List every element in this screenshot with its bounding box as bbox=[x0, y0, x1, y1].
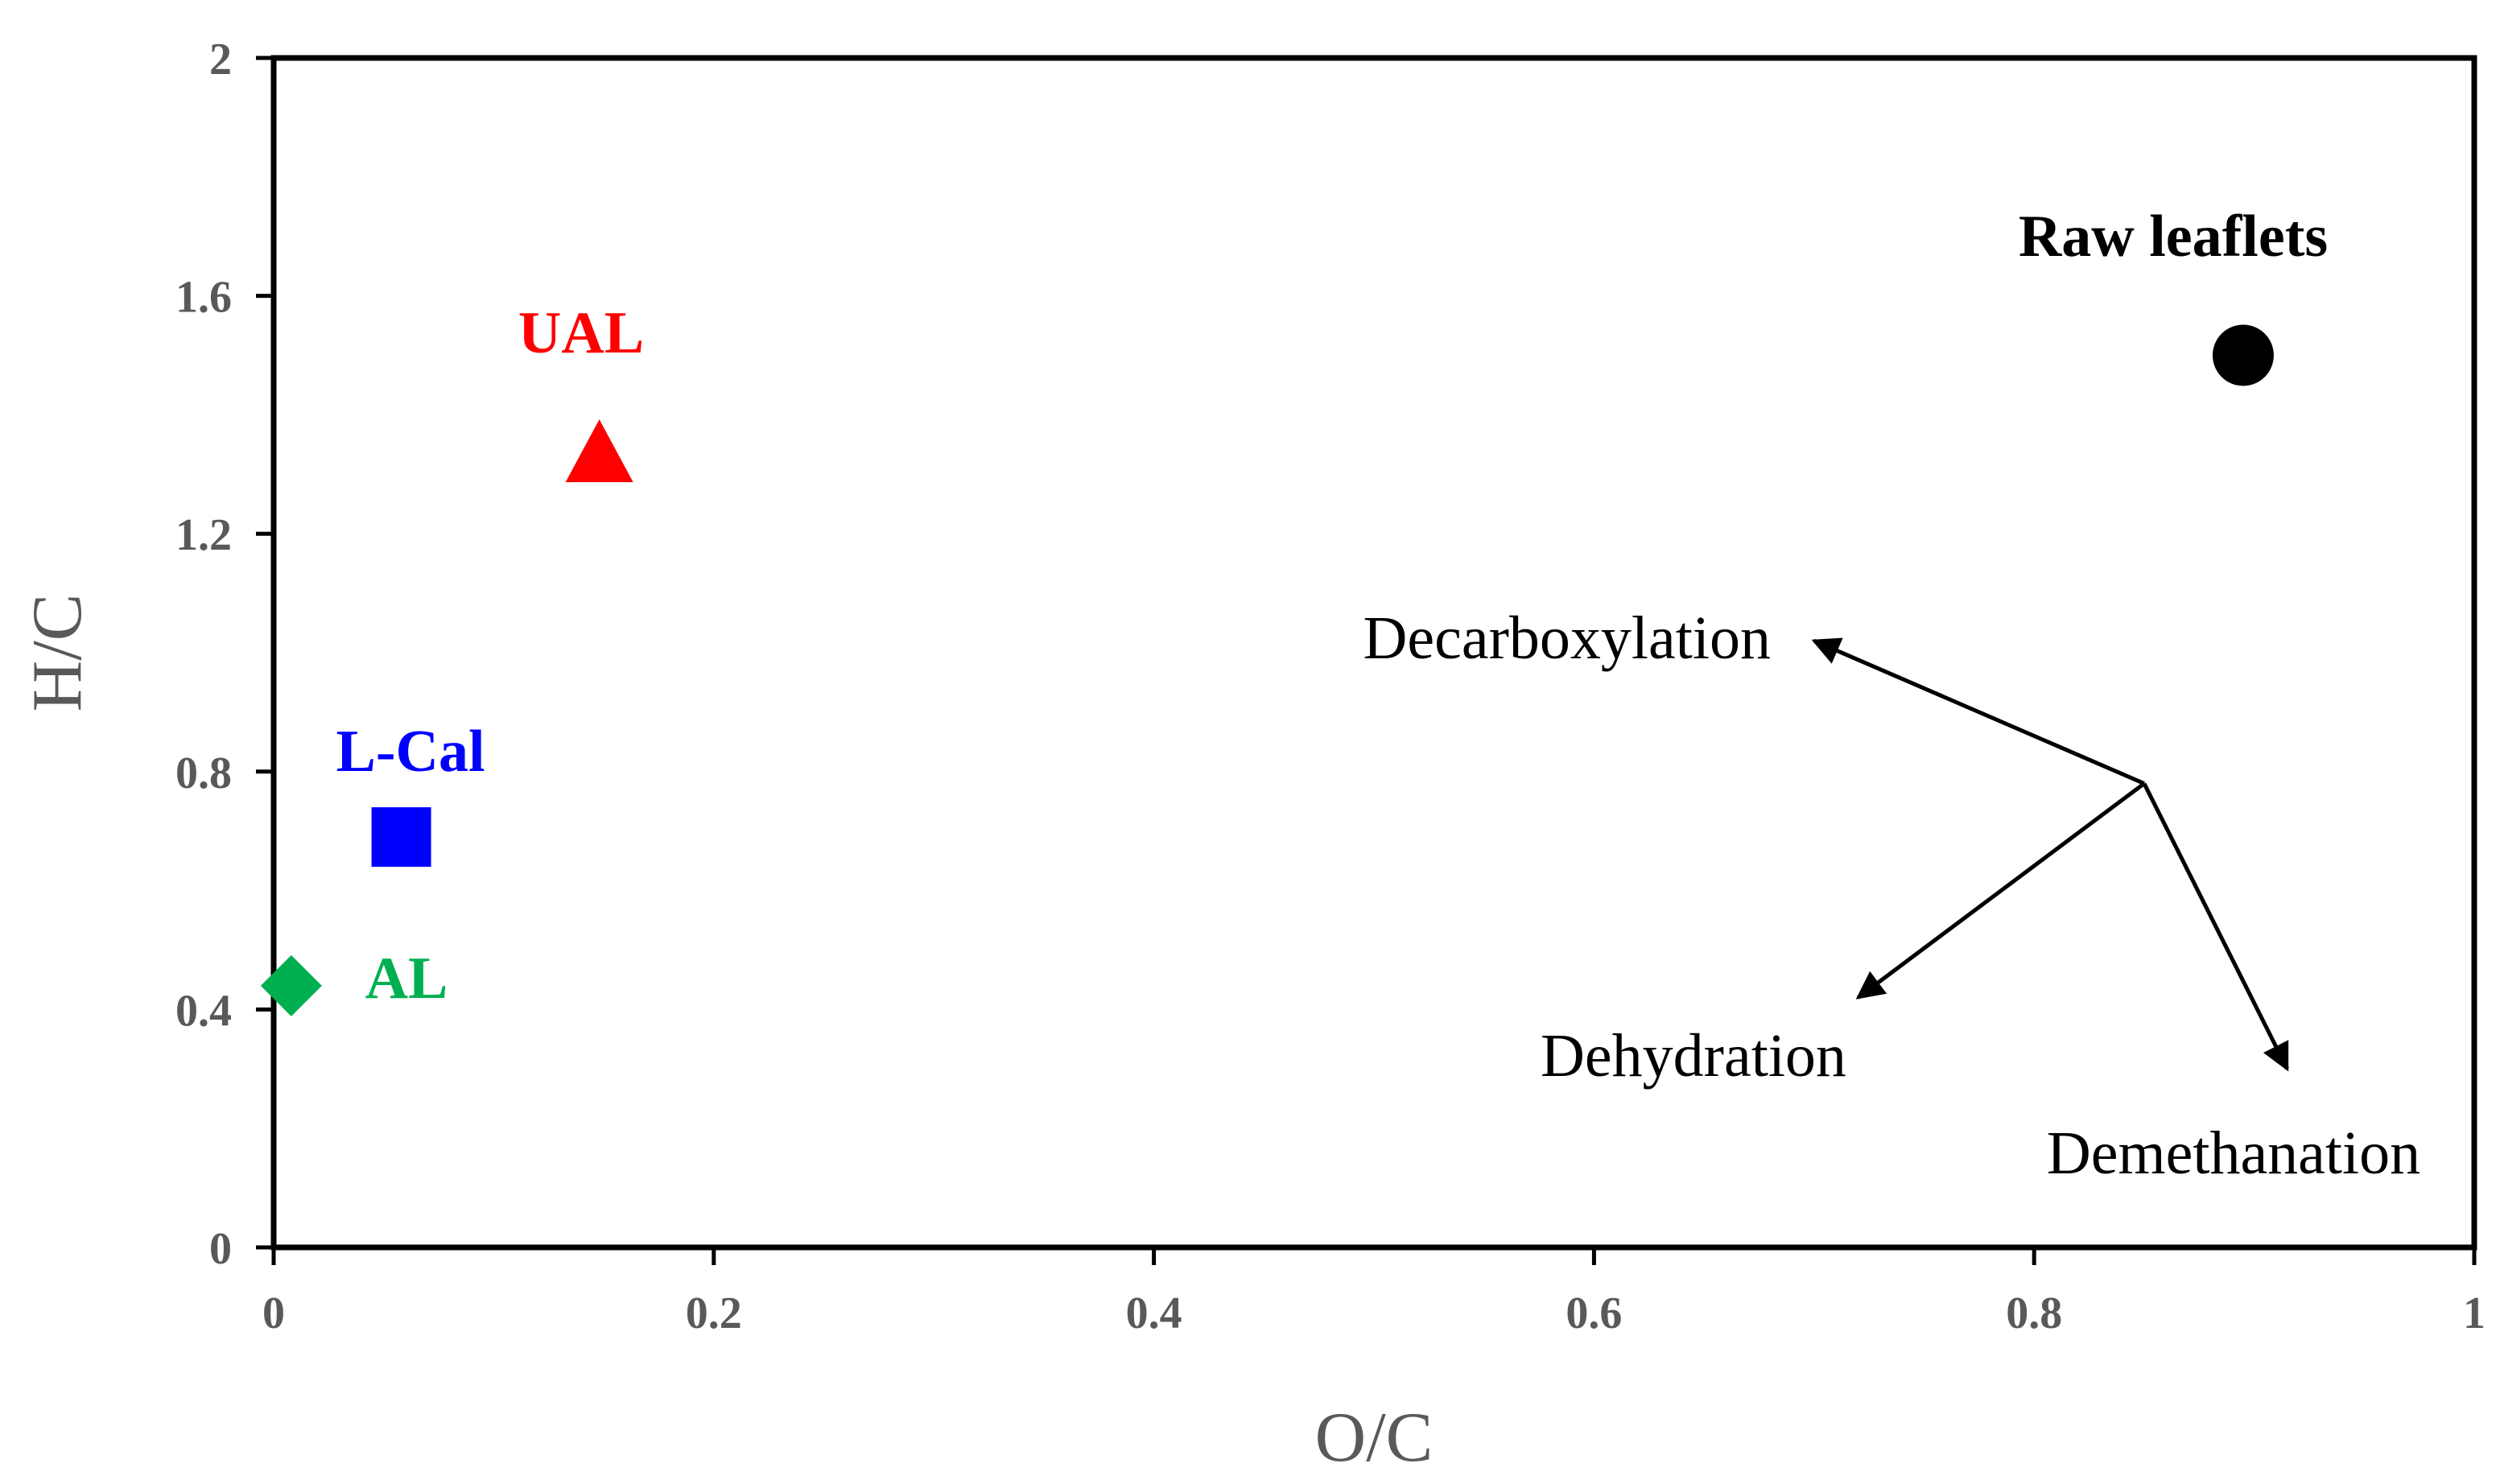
data-points bbox=[260, 324, 2274, 1016]
demethanation-label: Demethanation bbox=[2047, 1119, 2420, 1187]
x-axis-title: O/C bbox=[1315, 1399, 1434, 1477]
point-labels: Raw leaflets UAL L-Cal AL bbox=[336, 204, 2329, 1012]
x-tick-label: 0.4 bbox=[1126, 1288, 1182, 1338]
y-tick-label: 0 bbox=[209, 1224, 232, 1274]
x-tick-label: 0.2 bbox=[686, 1288, 742, 1338]
y-tick-label: 0.8 bbox=[175, 748, 232, 798]
x-axis-ticks: 0 0.2 0.4 0.6 0.8 1 bbox=[262, 1247, 2486, 1338]
y-tick-label: 2 bbox=[209, 35, 232, 85]
demethanation-arrow bbox=[2142, 782, 2289, 1072]
al-label: AL bbox=[365, 946, 448, 1012]
x-tick-label: 0.6 bbox=[1566, 1288, 1622, 1338]
decarboxylation-label: Decarboxylation bbox=[1363, 604, 1771, 672]
x-tick-label: 0 bbox=[262, 1288, 285, 1338]
x-tick-label: 0.8 bbox=[2006, 1288, 2062, 1338]
y-tick-label: 1.6 bbox=[175, 273, 232, 323]
raw-leaflets-label: Raw leaflets bbox=[2019, 204, 2328, 270]
plot-area-frame bbox=[270, 55, 2477, 1251]
y-axis-title: H/C bbox=[19, 594, 97, 712]
raw-leaflets-marker bbox=[2212, 324, 2274, 386]
l-cal-marker bbox=[371, 807, 431, 868]
ual-marker bbox=[565, 419, 633, 483]
y-axis-ticks: 0 0.4 0.8 1.2 1.6 2 bbox=[175, 35, 274, 1274]
y-tick-label: 0.4 bbox=[175, 986, 232, 1036]
x-tick-label: 1 bbox=[2463, 1288, 2486, 1338]
l-cal-label: L-Cal bbox=[336, 719, 485, 785]
dehydration-arrow bbox=[1855, 781, 2146, 1000]
y-tick-label: 1.2 bbox=[175, 510, 232, 560]
ual-label: UAL bbox=[518, 300, 644, 366]
al-marker bbox=[260, 954, 322, 1016]
annotations: Decarboxylation Dehydration Demethanatio… bbox=[1363, 604, 2421, 1187]
decarboxylation-arrow bbox=[1811, 637, 2145, 785]
dehydration-label: Dehydration bbox=[1541, 1022, 1846, 1090]
